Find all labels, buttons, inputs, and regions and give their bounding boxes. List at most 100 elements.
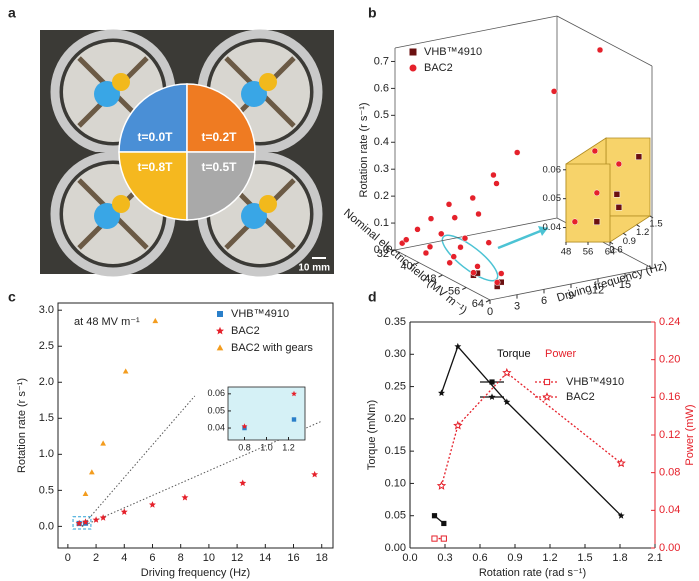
z-axis-label: Rotation rate (r s⁻¹) <box>358 102 370 197</box>
y-tick-label: 48 <box>424 273 436 285</box>
y2-tick-label: 0.16 <box>659 391 680 403</box>
inset-x-tick-label: 1.2 <box>636 227 649 238</box>
y-tick-label: 64 <box>472 298 484 310</box>
marker <box>242 425 247 431</box>
marker <box>403 236 410 243</box>
inset-y-tick-label: 48 <box>561 247 572 258</box>
marker <box>461 234 469 242</box>
x-tick-label: 8 <box>178 552 184 564</box>
inset-y-tick-label: 0.06 <box>207 388 225 398</box>
y-tick-label: 2.5 <box>39 340 54 352</box>
marker <box>615 204 623 211</box>
panel-label: a <box>8 5 16 21</box>
time-label: t=0.2T <box>201 130 237 144</box>
marker <box>82 490 89 497</box>
marker <box>485 239 492 246</box>
marker <box>450 253 457 260</box>
z-tick-label: 0.7 <box>374 55 389 67</box>
time-label: t=0.5T <box>201 160 237 174</box>
marker <box>99 514 107 521</box>
y-tick-label: 0.0 <box>39 520 54 532</box>
x-tick-label: 0 <box>487 306 493 318</box>
x-tick-label: 0.9 <box>507 552 522 564</box>
marker <box>593 189 601 197</box>
inset-z-tick-label: 0.06 <box>543 164 562 175</box>
marker <box>414 226 421 233</box>
series-line <box>440 345 622 517</box>
marker <box>88 469 95 475</box>
marker <box>100 440 106 446</box>
marker <box>216 326 224 335</box>
guide-line <box>81 395 196 527</box>
x-tick-label: 15 <box>619 279 631 291</box>
marker <box>503 398 511 405</box>
marker <box>291 390 297 397</box>
y2-tick-label: 0.12 <box>659 429 680 441</box>
y2-tick-label: 0.20 <box>659 354 680 366</box>
panel-label: d <box>368 289 377 305</box>
y-tick-label: 0.10 <box>385 477 406 489</box>
arrow-head <box>538 226 548 236</box>
inset-x-tick-label: 0.6 <box>609 245 622 256</box>
scale-label: 10 mm <box>298 263 330 274</box>
x-tick-label: 0.6 <box>472 552 487 564</box>
y2-tick-label: 0.08 <box>659 467 680 479</box>
marker <box>550 88 558 95</box>
inset-z-tick-label: 0.04 <box>543 222 562 233</box>
marker <box>409 64 417 72</box>
y-tick-label: 0.20 <box>385 413 406 425</box>
y-tick-label: 0.00 <box>385 542 406 554</box>
inset-y-tick-label: 64 <box>605 247 616 258</box>
marker <box>216 344 224 351</box>
box-edge <box>394 15 558 49</box>
z-tick-label: 0.5 <box>374 109 389 121</box>
y-tick-label: 2.0 <box>39 376 54 388</box>
rotor-yellow <box>112 195 130 213</box>
y-tick-label: 56 <box>448 285 460 297</box>
marker <box>409 48 417 56</box>
y-tick <box>390 249 396 253</box>
zoom-box <box>72 516 92 530</box>
y-tick-label: 0.35 <box>385 316 406 328</box>
marker <box>502 367 512 377</box>
x-tick-label: 0.0 <box>402 552 417 564</box>
marker <box>431 535 438 542</box>
marker <box>616 458 626 468</box>
marker <box>613 191 621 198</box>
x-tick-label: 2 <box>93 552 99 564</box>
marker <box>475 210 482 218</box>
x-tick-label: 12 <box>592 285 604 297</box>
marker <box>542 392 552 401</box>
marker <box>427 215 435 222</box>
marker <box>82 518 89 525</box>
x-tick-label: 4 <box>121 552 127 564</box>
marker <box>490 171 497 179</box>
box-edge <box>394 217 558 251</box>
annotation: at 48 MV m⁻¹ <box>74 316 140 328</box>
x-axis-label: Driving frequency (Hz) <box>556 260 669 305</box>
legend-label: BAC2 with gears <box>231 342 313 354</box>
marker <box>454 342 462 350</box>
series-line <box>440 371 622 487</box>
marker <box>489 379 495 385</box>
marker <box>591 147 599 155</box>
x-tick-label: 6 <box>541 295 547 307</box>
marker <box>422 249 430 257</box>
y-tick-label: 0.15 <box>385 445 406 457</box>
rotor-yellow <box>259 195 277 213</box>
legend-label: BAC2 <box>566 391 595 403</box>
marker <box>446 259 453 267</box>
x-tick-label: 14 <box>259 552 271 564</box>
inset-face <box>565 163 611 243</box>
y-tick <box>462 287 467 290</box>
marker <box>498 270 505 277</box>
marker <box>543 378 551 386</box>
x-tick-label: 12 <box>231 552 243 564</box>
y-tick <box>485 299 491 303</box>
marker <box>149 501 156 508</box>
highlight-ellipse <box>441 234 499 282</box>
y-tick-label: 0.30 <box>385 348 406 360</box>
legend-header: Torque <box>497 348 531 360</box>
z-tick-label: 0.4 <box>374 136 389 148</box>
marker <box>436 480 447 490</box>
